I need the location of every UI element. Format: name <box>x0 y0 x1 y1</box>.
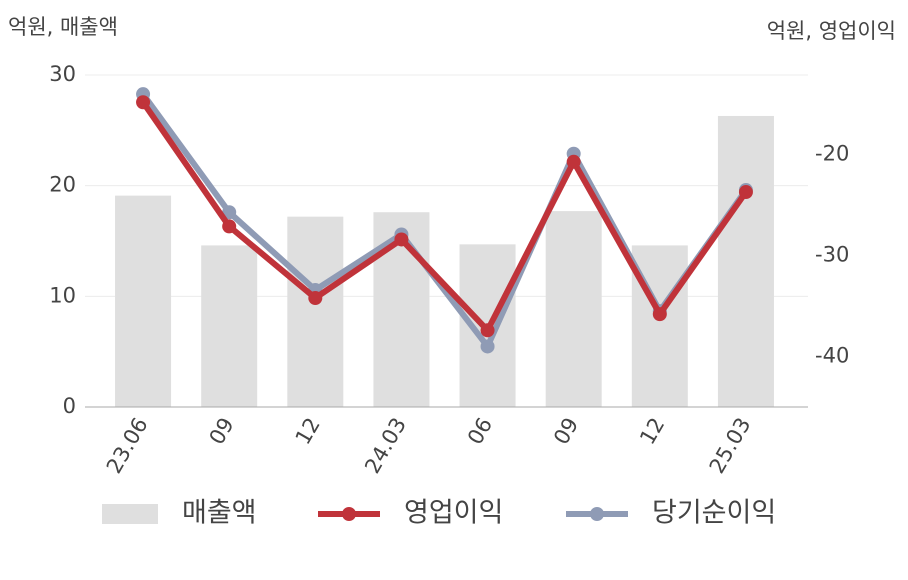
point <box>652 307 667 322</box>
bar <box>201 245 258 407</box>
y2-tick-label: -20 <box>815 142 849 166</box>
bar <box>545 211 602 407</box>
legend-label: 영업이익 <box>404 498 503 529</box>
point <box>480 339 495 354</box>
legend-label: 매출액 <box>182 498 257 529</box>
x-tick-label: 12 <box>291 414 325 449</box>
legend-label: 당기순이익 <box>652 498 776 529</box>
bar <box>287 216 344 407</box>
y-tick-label: 0 <box>63 394 76 418</box>
bar <box>115 195 172 407</box>
line-series <box>140 100 749 334</box>
point <box>308 291 323 306</box>
legend-swatch <box>102 504 158 524</box>
x-tick-label: 24.03 <box>360 414 411 478</box>
point <box>222 205 237 220</box>
y2-axis-title: 억원, 영업이익 <box>767 19 896 43</box>
y-tick-label: 10 <box>49 283 76 307</box>
legend-swatch <box>342 507 356 521</box>
point <box>566 154 581 169</box>
point <box>394 232 409 247</box>
legend-swatch <box>590 507 604 521</box>
y2-tick-label: -40 <box>815 344 849 368</box>
y-tick-label: 20 <box>49 173 76 197</box>
point <box>480 323 495 338</box>
x-tick-label: 06 <box>463 414 497 449</box>
x-tick-label: 23.06 <box>102 414 153 478</box>
y2-tick-label: -30 <box>815 243 849 267</box>
bar <box>717 115 774 408</box>
y-axis-title: 억원, 매출액 <box>8 15 118 39</box>
point <box>222 219 237 234</box>
point <box>738 185 753 200</box>
point <box>136 95 151 110</box>
y-tick-label: 30 <box>49 62 76 86</box>
x-tick-label: 25.03 <box>705 414 756 478</box>
x-tick-label: 09 <box>205 414 239 449</box>
x-tick-label: 12 <box>635 414 669 449</box>
x-tick-label: 09 <box>549 414 583 449</box>
